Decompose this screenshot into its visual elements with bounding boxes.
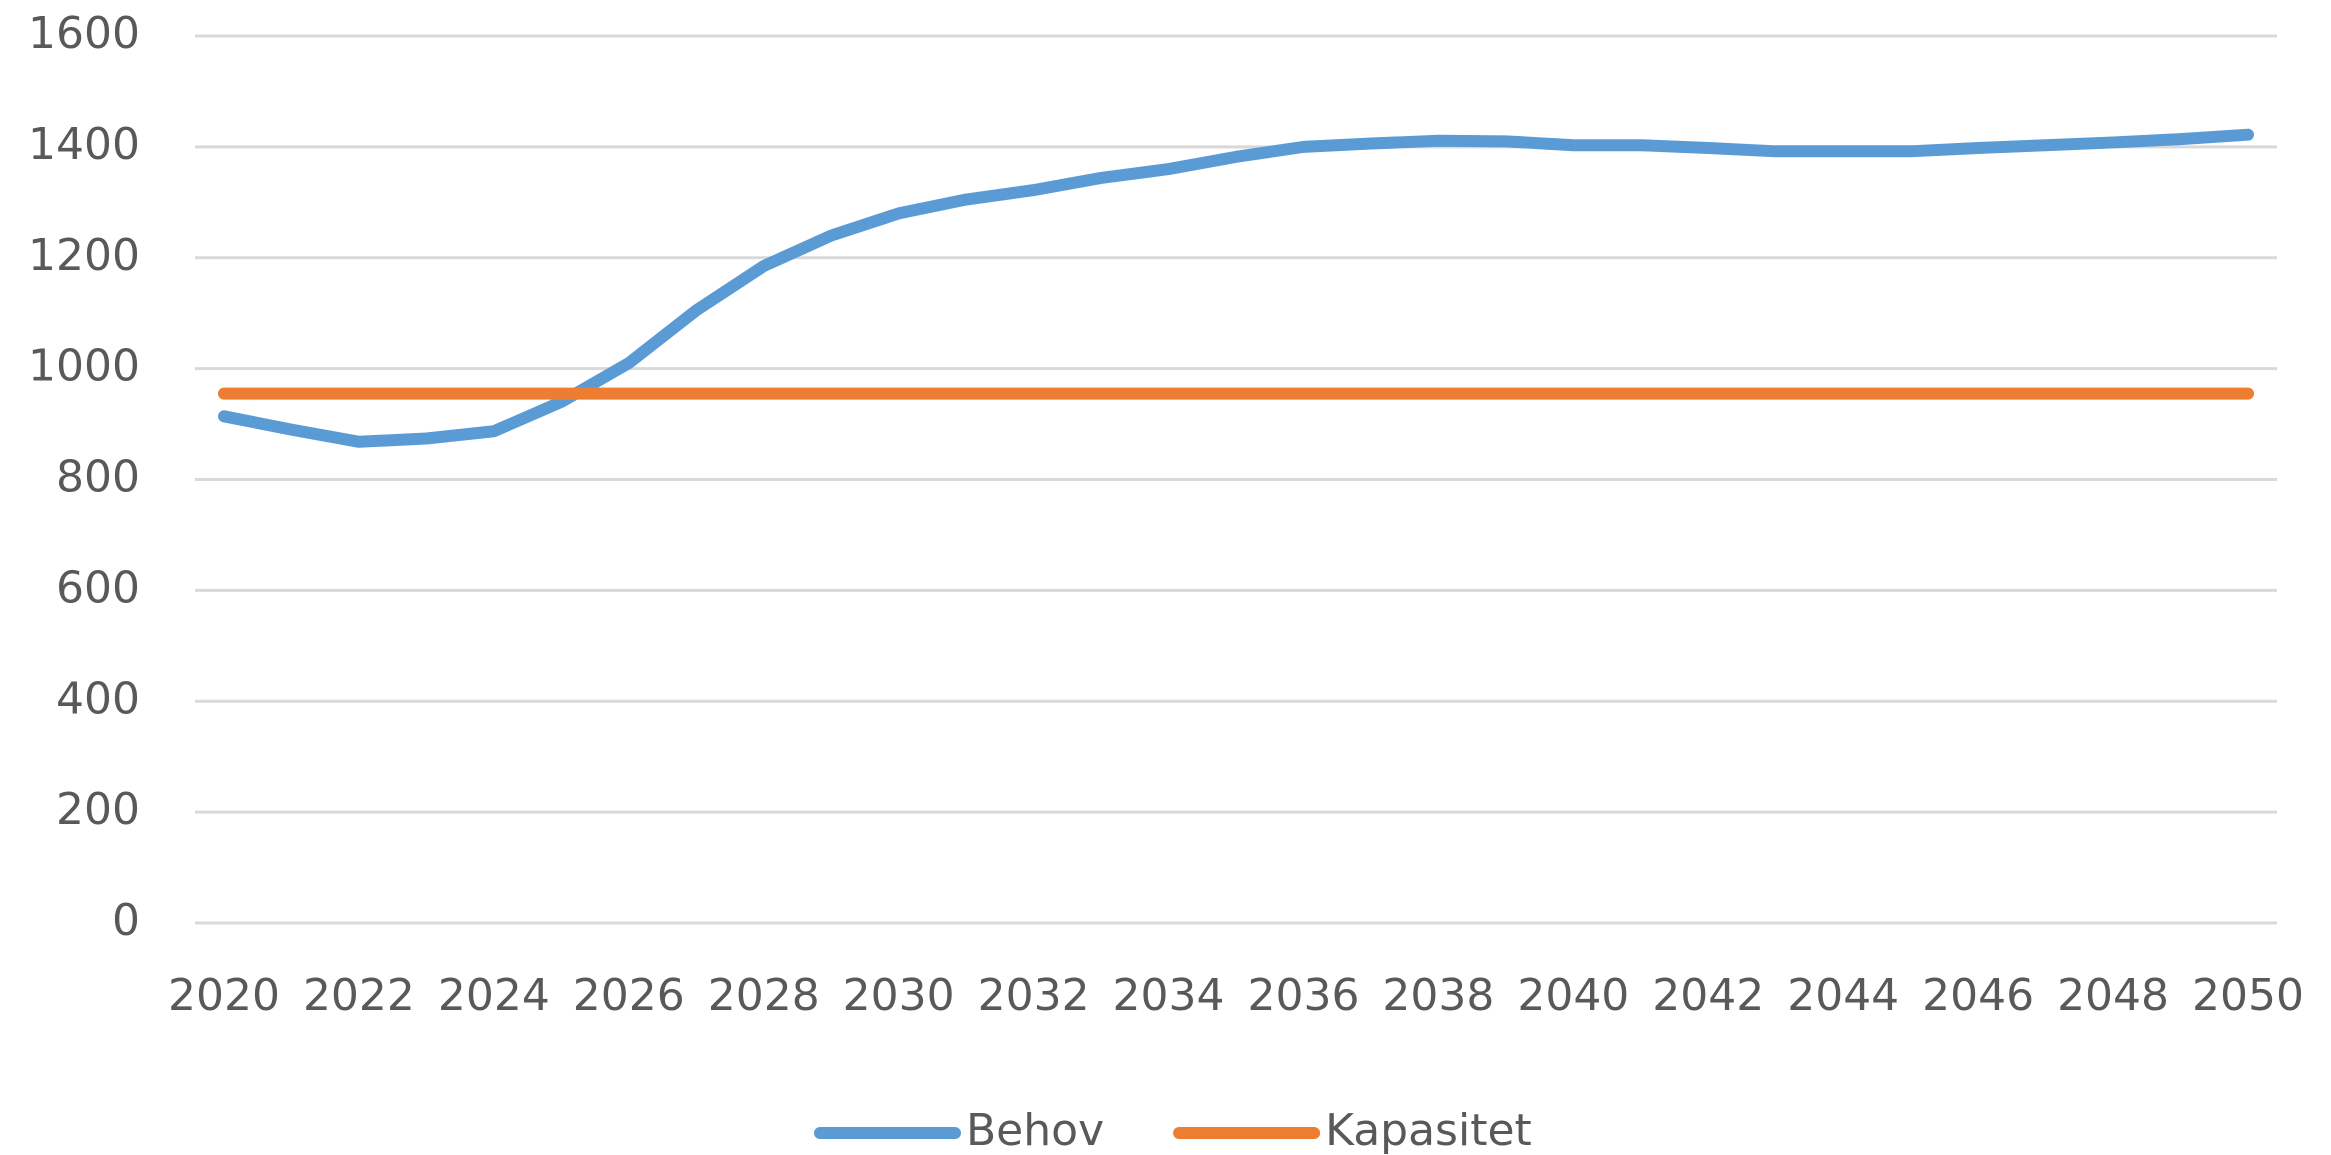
y-tick-label: 200: [56, 784, 140, 835]
y-tick-label: 600: [56, 562, 140, 613]
x-tick-label: 2034: [1113, 970, 1225, 1021]
x-tick-label: 2030: [843, 970, 955, 1021]
y-tick-label: 400: [56, 673, 140, 724]
y-tick-label: 800: [56, 452, 140, 503]
x-tick-label: 2050: [2192, 970, 2304, 1021]
legend-label: Behov: [966, 1105, 1104, 1155]
series-line: [218, 128, 2254, 448]
x-tick-label: 2044: [1787, 970, 1899, 1021]
x-tick-label: 2024: [438, 970, 550, 1021]
y-tick-label: 1600: [28, 8, 140, 59]
legend-label: Kapasitet: [1325, 1105, 1532, 1155]
y-tick-label: 1200: [28, 230, 140, 281]
x-tick-label: 2036: [1247, 970, 1359, 1021]
x-tick-label: 2038: [1382, 970, 1494, 1021]
x-tick-label: 2026: [573, 970, 685, 1021]
x-tick-label: 2042: [1652, 970, 1764, 1021]
y-tick-label: 1000: [28, 341, 140, 392]
x-tick-label: 2046: [1922, 970, 2034, 1021]
x-tick-label: 2048: [2057, 970, 2169, 1021]
x-tick-label: 2032: [978, 970, 1090, 1021]
y-tick-label: 1400: [28, 119, 140, 170]
x-tick-label: 2028: [708, 970, 820, 1021]
x-tick-label: 2020: [168, 970, 280, 1021]
y-tick-label: 0: [112, 895, 140, 946]
x-tick-label: 2040: [1517, 970, 1629, 1021]
x-tick-label: 2022: [303, 970, 415, 1021]
